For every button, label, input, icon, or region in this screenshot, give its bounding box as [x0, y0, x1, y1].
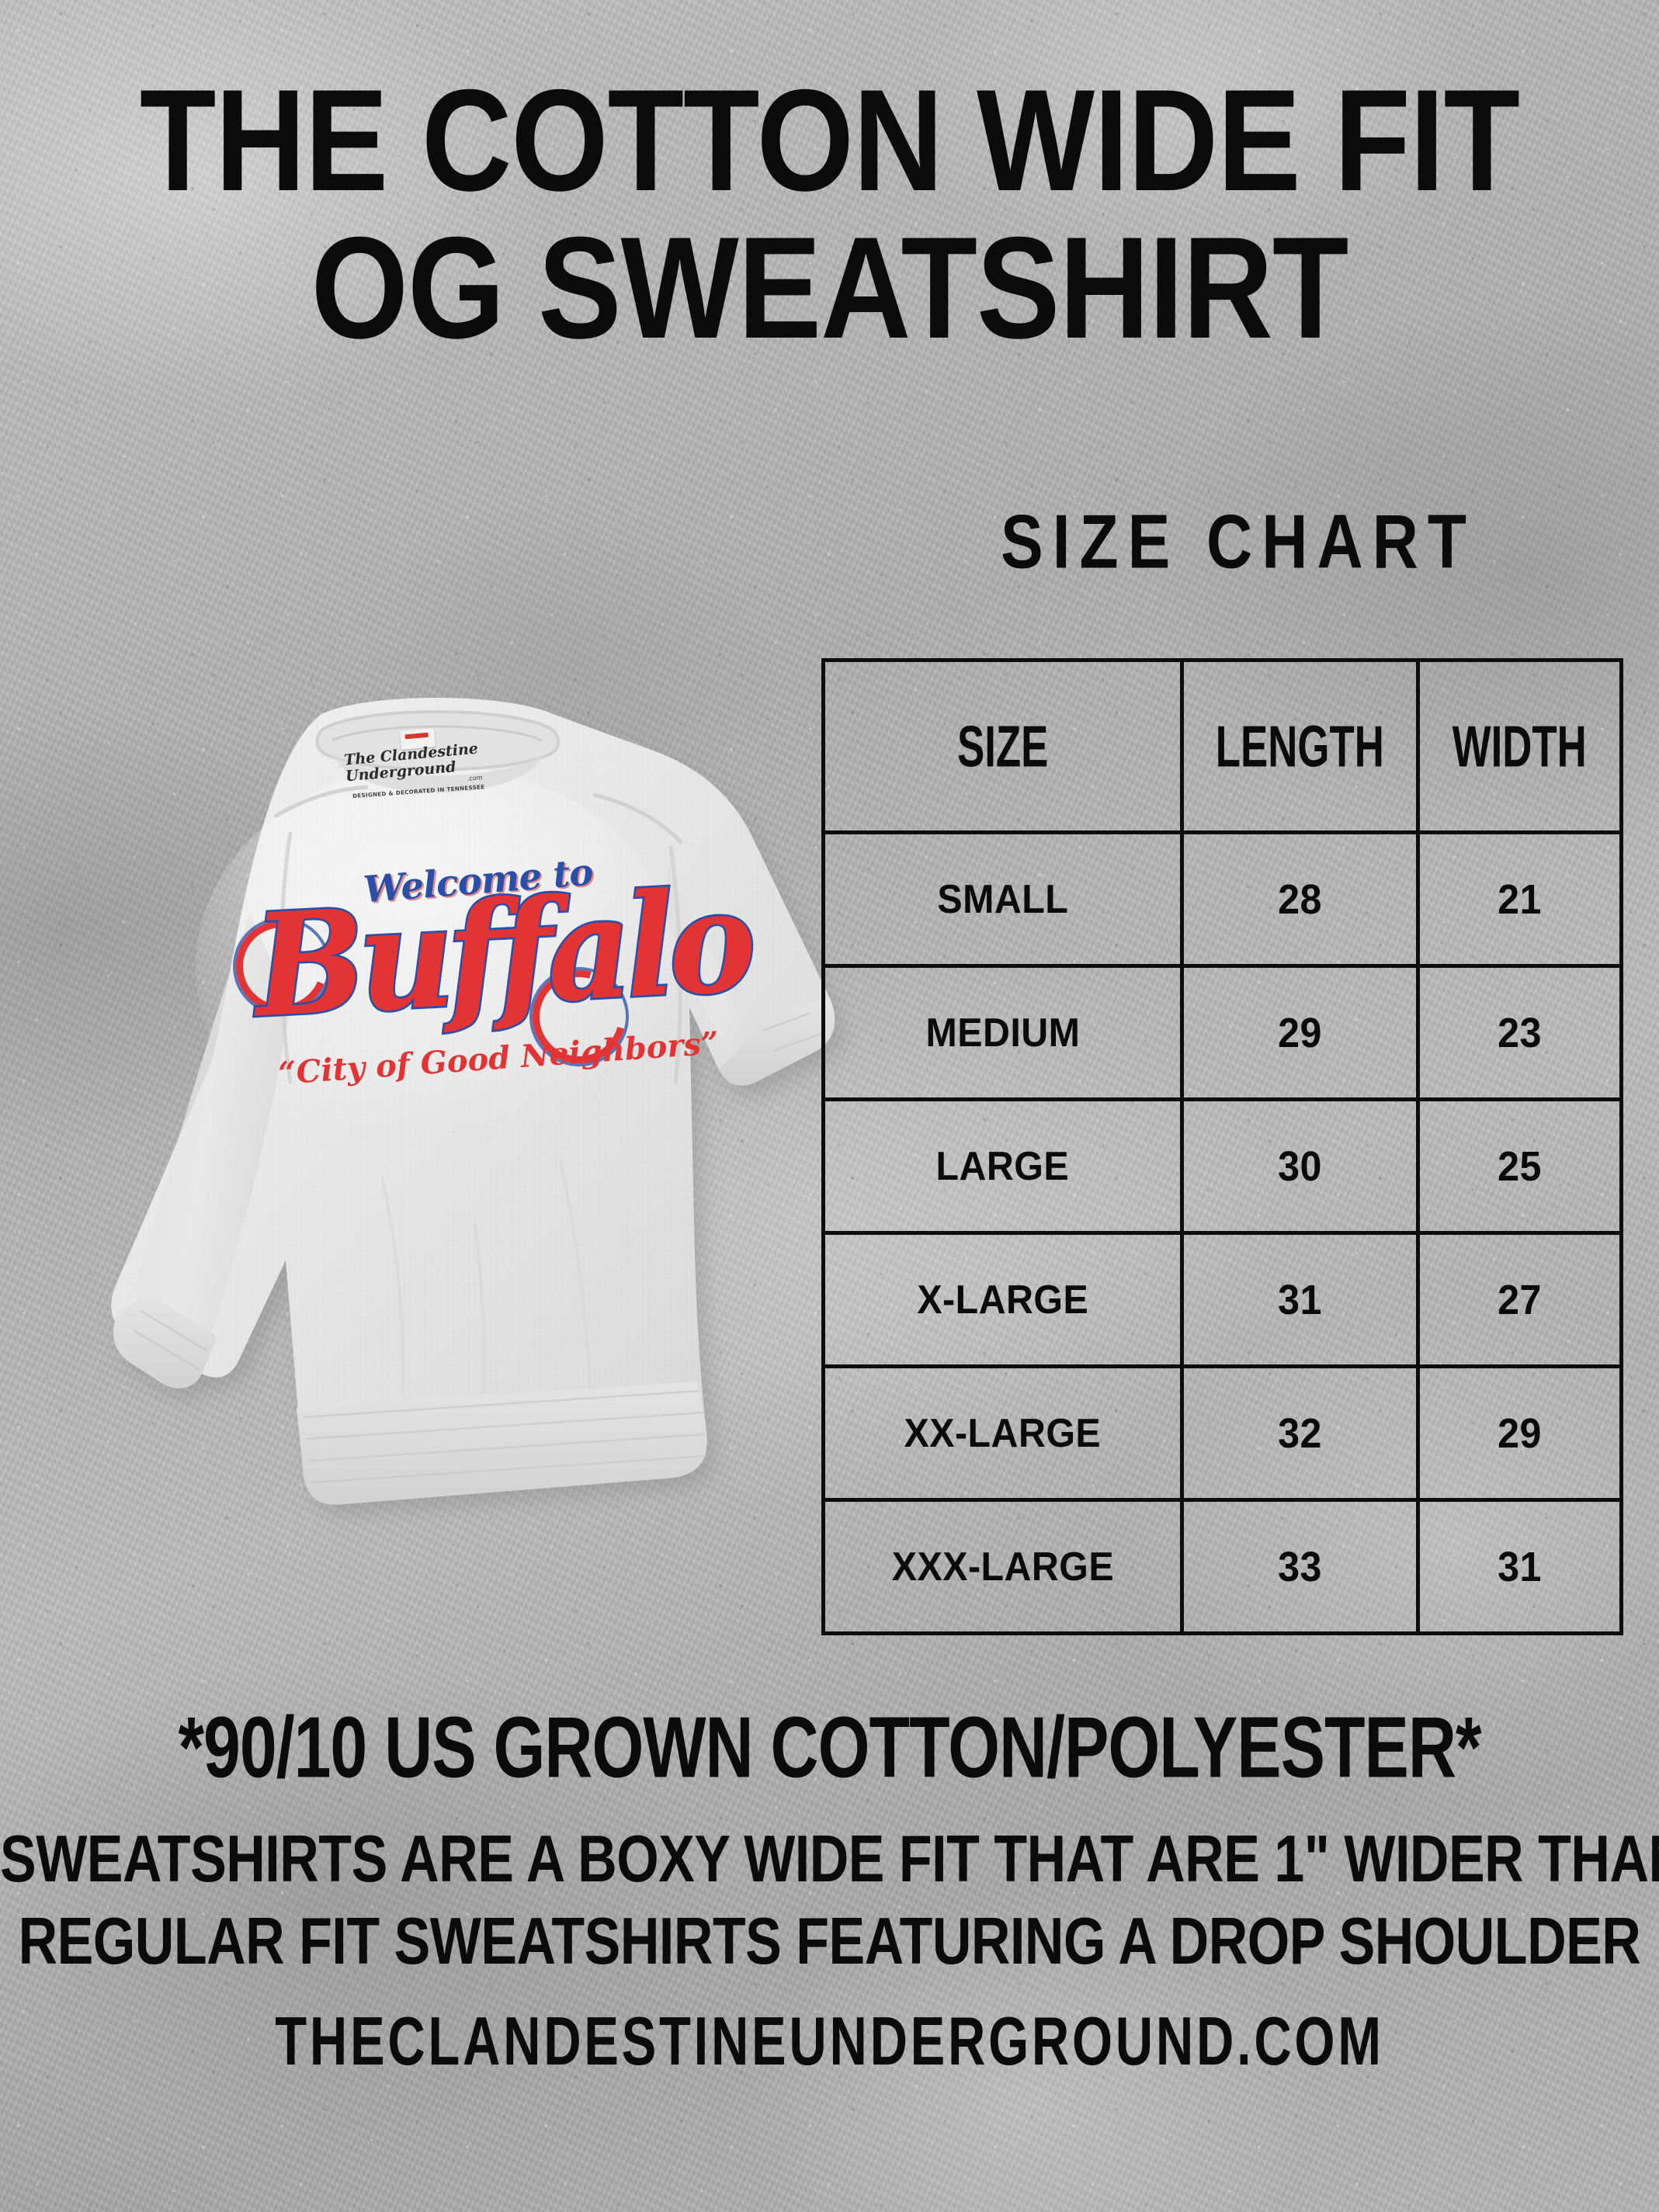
cell-width-value: 23	[1498, 1009, 1542, 1056]
cell-width-value: 21	[1498, 875, 1542, 923]
product-photo-sweatshirt	[17, 680, 857, 1664]
cell-width-value: 29	[1498, 1409, 1542, 1457]
cell-length: 30	[1180, 1097, 1420, 1235]
column-header-size: SIZE	[821, 658, 1184, 834]
cell-size-label: LARGE	[935, 1143, 1070, 1189]
page-title-line-1: THE COTTON WIDE FIT	[139, 60, 1520, 222]
cell-width-value: 25	[1498, 1142, 1542, 1190]
cell-width: 29	[1416, 1364, 1623, 1502]
cell-length-value: 28	[1278, 875, 1322, 923]
column-header-length-label: LENGTH	[1215, 713, 1385, 779]
page-title-line-2: OG SWEATSHIRT	[311, 207, 1349, 369]
table-row: LARGE 30 25	[821, 1097, 1623, 1235]
fit-note: SWEATSHIRTS ARE A BOXY WIDE FIT THAT ARE…	[0, 1825, 1659, 1975]
column-header-size-label: SIZE	[956, 713, 1049, 779]
cell-width: 25	[1416, 1097, 1623, 1235]
table-row: SMALL 28 21	[821, 830, 1623, 968]
cell-width-value: 27	[1498, 1276, 1542, 1323]
size-chart-heading: SIZE CHART	[1001, 500, 1476, 585]
fit-note-line-1: SWEATSHIRTS ARE A BOXY WIDE FIT THAT ARE…	[0, 1822, 1659, 1896]
size-chart-table: SIZE LENGTH WIDTH SMALL 28 21 MEDIUM 29 …	[821, 658, 1623, 1635]
cell-size: LARGE	[821, 1097, 1184, 1235]
table-row: MEDIUM 29 23	[821, 964, 1623, 1101]
cell-width: 31	[1416, 1498, 1623, 1635]
fit-note-line-2: REGULAR FIT SWEATSHIRTS FEATURING A DROP…	[18, 1904, 1641, 1978]
material-note: *90/10 US GROWN COTTON/POLYESTER*	[178, 1699, 1482, 1797]
footer-notes: *90/10 US GROWN COTTON/POLYESTER* SWEATS…	[0, 1699, 1659, 2076]
cell-size-label: XXX-LARGE	[891, 1544, 1114, 1590]
cell-width: 23	[1416, 964, 1623, 1101]
cell-length: 29	[1180, 964, 1420, 1101]
cell-length-value: 33	[1278, 1543, 1322, 1590]
cell-size: X-LARGE	[821, 1231, 1184, 1368]
cell-width: 21	[1416, 830, 1623, 968]
cell-size-label: X-LARGE	[917, 1277, 1088, 1323]
cell-length-value: 30	[1278, 1142, 1322, 1190]
column-header-length: LENGTH	[1180, 658, 1420, 834]
cell-width-value: 31	[1498, 1543, 1542, 1590]
cell-length-value: 31	[1278, 1276, 1322, 1323]
cell-size-label: XX-LARGE	[904, 1410, 1102, 1456]
cell-length: 28	[1180, 830, 1420, 968]
column-header-width-label: WIDTH	[1452, 713, 1588, 779]
cell-size: XX-LARGE	[821, 1364, 1184, 1502]
website-url[interactable]: THECLANDESTINEUNDERGROUND.COM	[275, 2004, 1384, 2080]
cell-size-label: MEDIUM	[925, 1010, 1080, 1056]
table-row: X-LARGE 31 27	[821, 1231, 1623, 1368]
cell-size-label: SMALL	[937, 876, 1068, 922]
column-header-width: WIDTH	[1416, 658, 1623, 834]
cell-length: 31	[1180, 1231, 1420, 1368]
cell-length: 33	[1180, 1498, 1420, 1635]
cell-size: SMALL	[821, 830, 1184, 968]
table-row: XXX-LARGE 33 31	[821, 1498, 1623, 1635]
cell-width: 27	[1416, 1231, 1623, 1368]
cell-size: XXX-LARGE	[821, 1498, 1184, 1635]
cell-length-value: 32	[1278, 1409, 1322, 1457]
table-header-row: SIZE LENGTH WIDTH	[821, 658, 1623, 834]
page-title: THE COTTON WIDE FIT OG SWEATSHIRT	[0, 60, 1659, 360]
table-row: XX-LARGE 32 29	[821, 1364, 1623, 1502]
cell-length: 32	[1180, 1364, 1420, 1502]
cell-length-value: 29	[1278, 1009, 1322, 1056]
cell-size: MEDIUM	[821, 964, 1184, 1101]
